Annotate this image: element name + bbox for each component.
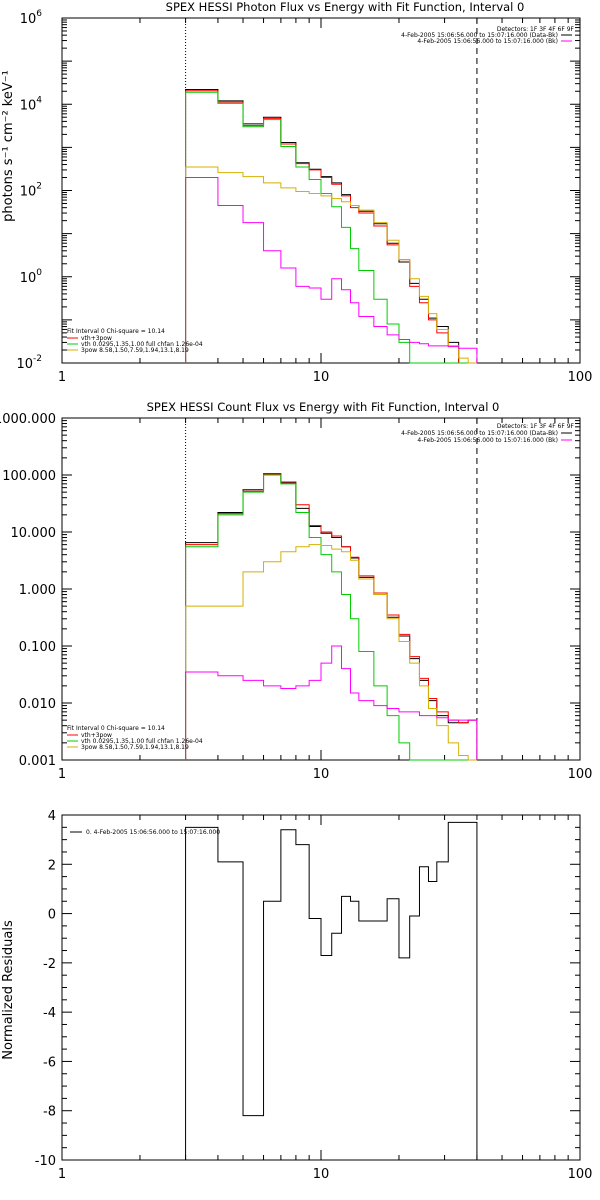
y-tick-label: -2 <box>43 957 56 972</box>
count-flux-panel: SPEX HESSI Count Flux vs Energy with Fit… <box>0 400 592 782</box>
series-data-bk <box>185 88 477 364</box>
y-tick-label: 100.000 <box>2 469 56 484</box>
y-tick-exponent: 6 <box>36 9 42 19</box>
y-tick-exponent: -2 <box>33 354 42 364</box>
y-axis: 4 2 0 -2 -4 -6 -8 -10 <box>35 809 580 1169</box>
legend-top-right: Detectors: 1F 3F 4F 6F 9F 4-Feb-2005 15:… <box>401 26 574 45</box>
series-bk <box>185 177 478 363</box>
legend-3pow: 3pow 8.58,1.50,7.59,1.94,13.1,8.19 <box>81 744 189 751</box>
legend-fit-interval: Fit Interval 0 Chi-square = 10.14 <box>67 328 165 335</box>
y-tick-label: 0.001 <box>19 754 56 769</box>
x-tick-label: 1 <box>58 370 66 385</box>
x-tick-label: 100 <box>568 767 593 782</box>
legend-fit-name: vth+3pow <box>81 335 112 342</box>
y-tick-exponent: 0 <box>36 268 42 278</box>
y-tick-label: 10.000 <box>11 526 57 541</box>
series-vth <box>185 91 477 364</box>
y-axis-label: photons s⁻¹ cm⁻² keV⁻¹ <box>1 70 16 222</box>
series-vth-3pow <box>185 90 477 364</box>
legend-top-right: Detectors: 1F 3F 4F 6F 9F 4-Feb-2005 15:… <box>401 423 574 444</box>
plot-frame <box>61 814 581 1161</box>
energy-range-markers <box>185 18 478 363</box>
series-layer <box>185 821 478 1160</box>
x-tick-label: 10 <box>313 1167 330 1182</box>
y-tick-label: 102 <box>20 182 42 200</box>
x-tick-label: 1 <box>58 767 66 782</box>
y-tick-label: 0.010 <box>19 697 56 712</box>
y-tick-label: -10 <box>35 1154 56 1169</box>
legend-detectors: Detectors: 1F 3F 4F 6F 9F <box>497 423 575 430</box>
series-bk <box>185 645 478 760</box>
series-data-bk <box>185 473 478 760</box>
y-axis: 0.001 0.010 0.100 1.000 10.000 100.000 1000.00… <box>0 412 580 769</box>
y-tick-exponent: 4 <box>36 95 42 105</box>
legend-fit-name: vth+3pow <box>81 732 112 739</box>
y-tick-label: 2 <box>48 858 56 873</box>
legend-bk: 4-Feb-2005 15:06:56.000 to 15:07:16.000 … <box>417 437 558 444</box>
series-residuals <box>185 821 478 1160</box>
y-tick-label: 1.000 <box>19 583 56 598</box>
y-tick-label: 1000.000 <box>0 412 56 427</box>
series-layer <box>185 88 478 364</box>
y-tick-label: 0 <box>48 908 56 923</box>
y-tick-label: -6 <box>43 1055 56 1070</box>
y-axis: 10-2 100 102 104 106 <box>16 9 580 372</box>
legend-bk: 4-Feb-2005 15:06:56.000 to 15:07:16.000 … <box>417 38 558 45</box>
x-tick-label: 100 <box>568 370 593 385</box>
legend-vth: vth 0.0295,1.35,1.00 full chfan 1.26e-04 <box>81 738 203 745</box>
x-tick-label: 10 <box>313 767 330 782</box>
series-vth <box>185 474 477 761</box>
legend-detectors: Detectors: 1F 3F 4F 6F 9F <box>497 26 575 33</box>
x-axis: 1 10 100 <box>58 815 593 1182</box>
x-tick-label: 100 <box>568 1167 593 1182</box>
y-axis-label-text: photons s⁻¹ cm⁻² keV⁻¹ <box>1 70 16 222</box>
y-tick-label: -8 <box>43 1105 56 1120</box>
y-tick-label: 10-2 <box>16 354 42 372</box>
chart-title: SPEX HESSI Photon Flux vs Energy with Fi… <box>166 0 525 14</box>
legend-data-bk: 4-Feb-2005 15:06:56.000 to 15:07:16.000 … <box>401 32 558 39</box>
series-vth-3pow <box>185 474 478 760</box>
residuals-panel: Normalized Residuals 1 10 100 4 2 0 -2 -4 -6 -8 -… <box>1 809 592 1182</box>
y-axis-label: Normalized Residuals <box>1 920 16 1060</box>
photon-flux-panel: SPEX HESSI Photon Flux vs Energy with Fi… <box>1 0 592 385</box>
x-axis: 1 10 100 <box>58 18 593 385</box>
legend-entry: 0. 4-Feb-2005 15:06:56.000 to 15:07:16.0… <box>86 829 220 836</box>
series-3pow <box>185 544 477 761</box>
y-axis-label-text: Normalized Residuals <box>1 920 16 1060</box>
y-tick-label: 104 <box>20 95 43 113</box>
y-tick-label: 0.100 <box>19 640 56 655</box>
plot-frame <box>61 417 581 761</box>
legend-top-left: 0. 4-Feb-2005 15:06:56.000 to 15:07:16.0… <box>70 829 220 836</box>
y-tick-label: -4 <box>43 1006 56 1021</box>
legend-vth: vth 0.0295,1.35,1.00 full chfan 1.26e-04 <box>81 341 203 348</box>
series-layer <box>185 473 478 761</box>
y-tick-label: 4 <box>48 809 56 824</box>
legend-3pow: 3pow 8.58,1.50,7.59,1.94,13.1,8.19 <box>81 347 189 354</box>
x-tick-label: 1 <box>58 1167 66 1182</box>
chart-title: SPEX HESSI Count Flux vs Energy with Fit… <box>147 400 500 414</box>
y-tick-exponent: 2 <box>36 182 42 192</box>
series-3pow <box>185 166 477 364</box>
legend-bottom-left: Fit Interval 0 Chi-square = 10.14 vth+3p… <box>67 328 203 354</box>
legend-fit-interval: Fit Interval 0 Chi-square = 10.14 <box>67 725 165 732</box>
y-tick-label: 100 <box>20 268 43 286</box>
x-axis: 1 10 100 <box>58 418 593 782</box>
legend-data-bk: 4-Feb-2005 15:06:56.000 to 15:07:16.000 … <box>401 430 558 437</box>
y-tick-label: 106 <box>20 9 43 27</box>
legend-bottom-left: Fit Interval 0 Chi-square = 10.14 vth+3p… <box>67 725 203 751</box>
x-tick-label: 10 <box>313 370 330 385</box>
